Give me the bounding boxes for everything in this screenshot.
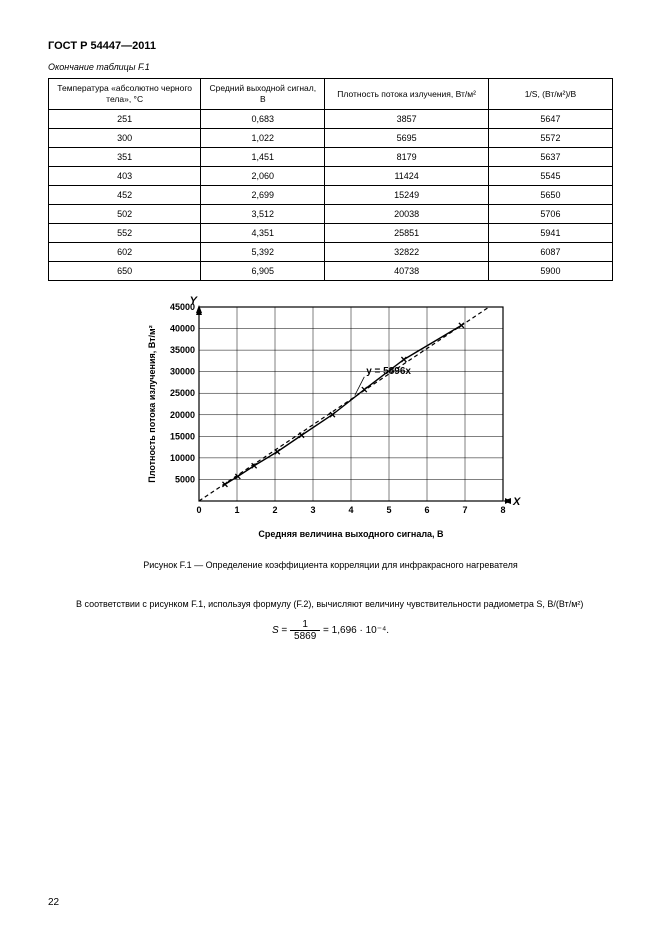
svg-text:1: 1 [234,505,239,515]
formula-num: 1 [290,619,320,631]
table-header: Плотность потока излучения, Вт/м² [325,79,489,110]
table-cell: 4,351 [201,224,325,243]
table-header: 1/S, (Вт/м²)/В [488,79,612,110]
svg-text:30000: 30000 [169,367,194,377]
table-cell: 602 [49,243,201,262]
table-cell: 1,022 [201,129,325,148]
table-row: 3001,02256955572 [49,129,613,148]
svg-text:20000: 20000 [169,410,194,420]
svg-text:y = 5896x: y = 5896x [366,366,411,377]
table-cell: 1,451 [201,148,325,167]
table-cell: 552 [49,224,201,243]
svg-text:X: X [512,496,521,508]
svg-text:10000: 10000 [169,453,194,463]
table-cell: 5647 [488,110,612,129]
table-row: 6506,905407385900 [49,262,613,281]
chart-figure: 0 1 2 3 4 5 6 7 8 5000 10000 15000 20000 25000 30000 35… [48,293,613,570]
table-cell: 3,512 [201,205,325,224]
doc-title: ГОСТ Р 54447—2011 [48,40,613,52]
table-cell: 251 [49,110,201,129]
table-cell: 20038 [325,205,489,224]
svg-text:5000: 5000 [174,475,194,485]
svg-text:Y: Y [189,295,198,307]
table-cell: 403 [49,167,201,186]
svg-text:15000: 15000 [169,431,194,441]
data-table: Температура «абсолютно черного тела», °С… [48,78,613,281]
table-header: Средний выходной сигнал, В [201,79,325,110]
svg-text:3: 3 [310,505,315,515]
table-cell: 5706 [488,205,612,224]
svg-text:40000: 40000 [169,324,194,334]
svg-text:4: 4 [348,505,353,515]
table-cell: 650 [49,262,201,281]
table-cell: 5572 [488,129,612,148]
svg-text:35000: 35000 [169,345,194,355]
formula: S = 1 5869 = 1,696 · 10⁻⁴. [48,619,613,642]
table-cell: 5,392 [201,243,325,262]
table-cell: 5941 [488,224,612,243]
table-cell: 8179 [325,148,489,167]
chart-svg: 0 1 2 3 4 5 6 7 8 5000 10000 15000 20000 25000 30000 35… [141,293,521,543]
formula-lhs: S [272,625,279,636]
table-row: 3511,45181795637 [49,148,613,167]
table-cell: 351 [49,148,201,167]
table-header: Температура «абсолютно черного тела», °С [49,79,201,110]
table-cell: 6,905 [201,262,325,281]
svg-text:8: 8 [500,505,505,515]
table-row: 2510,68338575647 [49,110,613,129]
svg-text:6: 6 [424,505,429,515]
table-cell: 5545 [488,167,612,186]
formula-den: 5869 [290,631,320,642]
table-cell: 5695 [325,129,489,148]
chart-caption: Рисунок F.1 — Определение коэффициента к… [48,560,613,570]
formula-rhs: 1,696 · 10⁻⁴. [332,625,389,636]
svg-text:5: 5 [386,505,391,515]
table-cell: 0,683 [201,110,325,129]
svg-text:Плотность потока излучения, Вт: Плотность потока излучения, Вт/м² [147,325,157,482]
table-cell: 3857 [325,110,489,129]
svg-text:2: 2 [272,505,277,515]
table-end-note: Окончание таблицы F.1 [48,62,613,72]
table-cell: 25851 [325,224,489,243]
table-cell: 5637 [488,148,612,167]
table-cell: 40738 [325,262,489,281]
table-row: 5524,351258515941 [49,224,613,243]
table-cell: 2,060 [201,167,325,186]
body-paragraph: В соответствии с рисунком F.1, используя… [48,598,613,611]
page-number: 22 [48,897,59,908]
table-cell: 32822 [325,243,489,262]
table-cell: 11424 [325,167,489,186]
table-cell: 6087 [488,243,612,262]
table-row: 5023,512200385706 [49,205,613,224]
table-row: 4522,699152495650 [49,186,613,205]
table-cell: 2,699 [201,186,325,205]
table-cell: 5650 [488,186,612,205]
table-cell: 15249 [325,186,489,205]
svg-text:25000: 25000 [169,388,194,398]
svg-text:Средняя величина выходного сиг: Средняя величина выходного сигнала, В [258,529,444,539]
table-row: 4032,060114245545 [49,167,613,186]
formula-fraction: 1 5869 [290,619,320,642]
table-row: 6025,392328226087 [49,243,613,262]
svg-text:7: 7 [462,505,467,515]
table-cell: 452 [49,186,201,205]
svg-text:0: 0 [196,505,201,515]
table-cell: 300 [49,129,201,148]
table-cell: 5900 [488,262,612,281]
table-cell: 502 [49,205,201,224]
